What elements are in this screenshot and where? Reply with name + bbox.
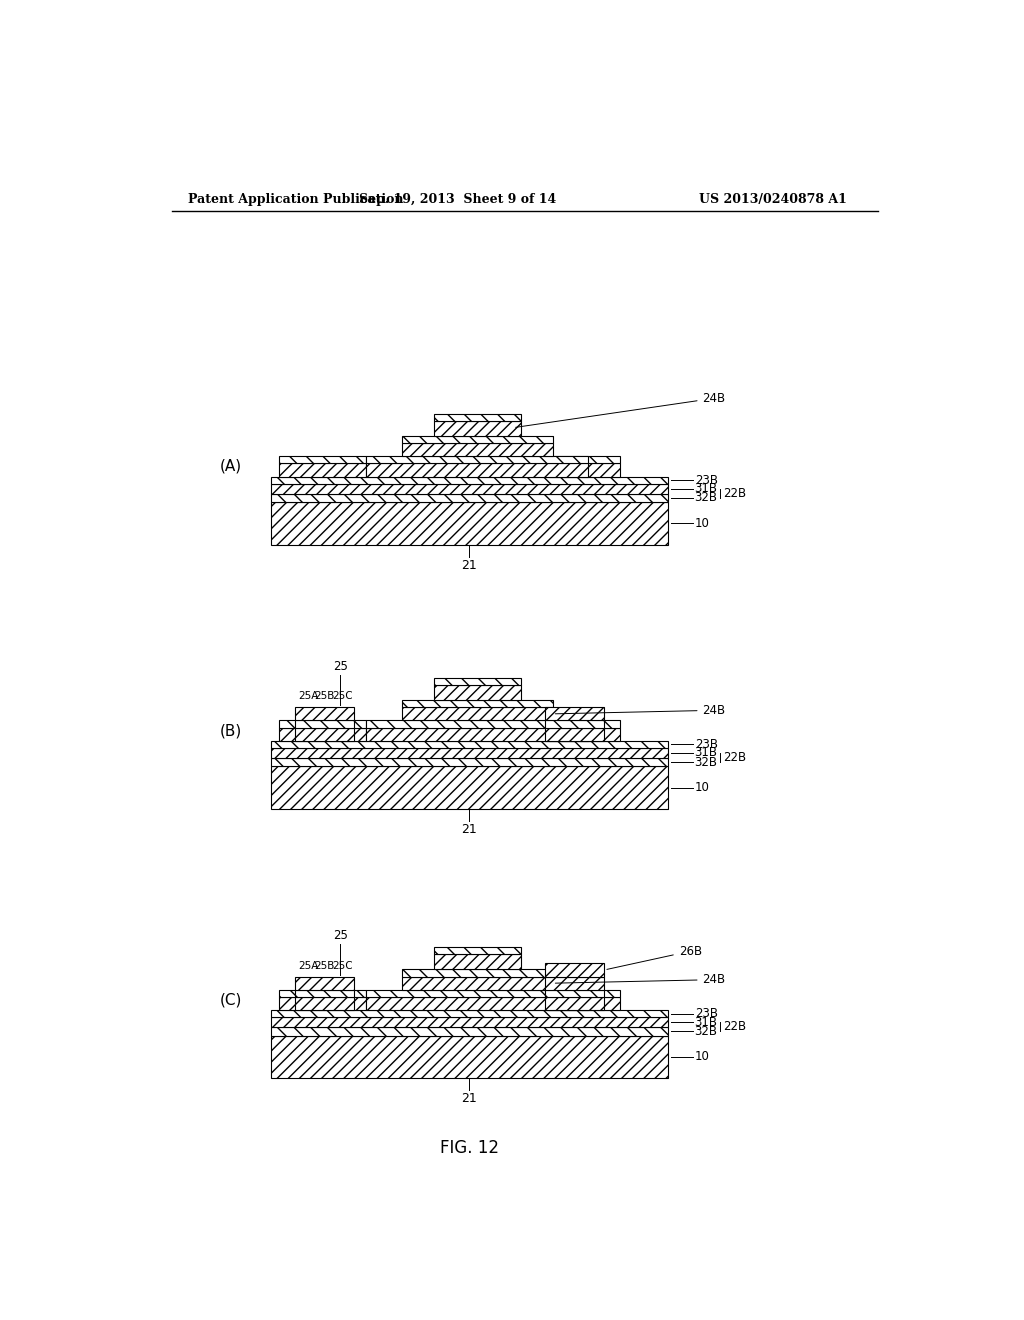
- Text: 24B: 24B: [555, 973, 726, 986]
- Text: 31B: 31B: [694, 747, 718, 759]
- Bar: [270, 1036, 668, 1078]
- Text: (B): (B): [219, 723, 242, 738]
- Bar: [401, 708, 553, 721]
- Text: 10: 10: [694, 781, 710, 795]
- Text: 21: 21: [462, 824, 477, 836]
- Text: 25: 25: [333, 929, 348, 942]
- Bar: [545, 727, 604, 741]
- Text: 25B: 25B: [314, 692, 335, 701]
- Bar: [549, 457, 621, 463]
- Bar: [270, 748, 668, 758]
- Bar: [270, 766, 668, 809]
- Text: 24B: 24B: [516, 392, 726, 428]
- Bar: [549, 997, 621, 1010]
- Text: FIG. 12: FIG. 12: [439, 1139, 499, 1158]
- Bar: [270, 494, 668, 502]
- Bar: [367, 997, 588, 1010]
- Bar: [401, 444, 553, 457]
- Bar: [549, 990, 621, 997]
- Bar: [401, 436, 553, 444]
- Bar: [279, 463, 367, 477]
- Text: 32B: 32B: [694, 755, 718, 768]
- Text: 22B: 22B: [723, 1020, 746, 1034]
- Bar: [433, 685, 521, 700]
- Text: 26B: 26B: [607, 945, 701, 969]
- Text: 31B: 31B: [694, 1016, 718, 1028]
- Bar: [545, 721, 604, 727]
- Bar: [433, 677, 521, 685]
- Text: Patent Application Publication: Patent Application Publication: [187, 193, 403, 206]
- Bar: [433, 948, 521, 954]
- Bar: [295, 708, 354, 721]
- Text: 25B: 25B: [314, 961, 335, 970]
- Bar: [549, 721, 621, 727]
- Text: 25C: 25C: [333, 961, 353, 970]
- Bar: [545, 964, 604, 977]
- Text: 31B: 31B: [694, 482, 718, 495]
- Text: 24B: 24B: [555, 704, 726, 717]
- Text: 23B: 23B: [694, 474, 718, 487]
- Bar: [549, 727, 621, 741]
- Bar: [545, 708, 604, 721]
- Text: 22B: 22B: [723, 487, 746, 500]
- Text: 32B: 32B: [694, 491, 718, 504]
- Bar: [270, 1010, 668, 1018]
- Text: 21: 21: [462, 1093, 477, 1105]
- Text: 23B: 23B: [694, 1007, 718, 1020]
- Bar: [545, 997, 604, 1010]
- Text: 10: 10: [694, 517, 710, 529]
- Bar: [270, 758, 668, 766]
- Bar: [367, 463, 588, 477]
- Bar: [401, 977, 553, 990]
- Bar: [270, 502, 668, 545]
- Bar: [279, 727, 367, 741]
- Bar: [549, 463, 621, 477]
- Bar: [367, 457, 588, 463]
- Bar: [367, 721, 588, 727]
- Text: 32B: 32B: [694, 1026, 718, 1038]
- Bar: [295, 727, 354, 741]
- Text: (C): (C): [219, 993, 242, 1007]
- Text: US 2013/0240878 A1: US 2013/0240878 A1: [699, 193, 847, 206]
- Bar: [270, 483, 668, 494]
- Bar: [545, 977, 604, 990]
- Bar: [270, 477, 668, 483]
- Bar: [545, 990, 604, 997]
- Text: 25A: 25A: [299, 692, 319, 701]
- Text: 25: 25: [333, 660, 348, 673]
- Bar: [433, 421, 521, 436]
- Bar: [433, 954, 521, 969]
- Bar: [270, 741, 668, 748]
- Bar: [367, 990, 588, 997]
- Text: 25A: 25A: [299, 961, 319, 970]
- Bar: [401, 969, 553, 977]
- Bar: [270, 1027, 668, 1036]
- Bar: [367, 727, 588, 741]
- Bar: [270, 1018, 668, 1027]
- Text: 21: 21: [462, 558, 477, 572]
- Text: Sep. 19, 2013  Sheet 9 of 14: Sep. 19, 2013 Sheet 9 of 14: [358, 193, 556, 206]
- Bar: [279, 990, 367, 997]
- Bar: [295, 990, 354, 997]
- Text: (A): (A): [219, 459, 242, 474]
- Text: 23B: 23B: [694, 738, 718, 751]
- Bar: [279, 457, 367, 463]
- Bar: [401, 700, 553, 708]
- Bar: [295, 997, 354, 1010]
- Bar: [295, 721, 354, 727]
- Text: 25C: 25C: [333, 692, 353, 701]
- Bar: [279, 997, 367, 1010]
- Bar: [433, 413, 521, 421]
- Bar: [279, 721, 367, 727]
- Text: 10: 10: [694, 1051, 710, 1064]
- Bar: [295, 977, 354, 990]
- Text: 22B: 22B: [723, 751, 746, 764]
